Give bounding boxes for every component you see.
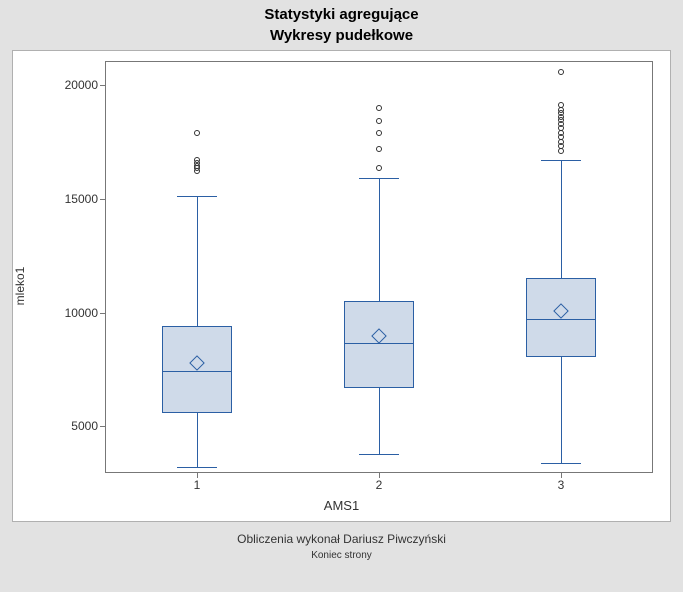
outlier-point — [376, 146, 382, 152]
xtick-label: 2 — [376, 478, 383, 492]
whisker-line — [379, 178, 380, 301]
ytick-label: 10000 — [65, 306, 98, 320]
whisker-cap — [359, 178, 399, 179]
box — [344, 301, 413, 388]
ytick-mark — [100, 85, 106, 86]
whisker-line — [561, 160, 562, 278]
outlier-point — [194, 157, 200, 163]
outlier-point — [558, 69, 564, 75]
whisker-cap — [177, 196, 217, 197]
ytick-mark — [100, 426, 106, 427]
ytick-mark — [100, 199, 106, 200]
median-line — [526, 319, 595, 320]
whisker-line — [561, 357, 562, 463]
whisker-cap — [359, 454, 399, 455]
whisker-cap — [541, 463, 581, 464]
outlier-point — [376, 130, 382, 136]
chart-title-2: Wykresy pudełkowe — [0, 27, 683, 44]
outlier-point — [376, 105, 382, 111]
whisker-cap — [541, 160, 581, 161]
footer-small-text: Koniec strony — [0, 550, 683, 561]
whisker-line — [197, 196, 198, 326]
whisker-line — [379, 388, 380, 454]
chart-container: mleko1 AMS1 5000100001500020000123 — [12, 50, 671, 522]
xtick-label: 3 — [558, 478, 565, 492]
plot-area: 5000100001500020000123 — [105, 61, 653, 473]
xtick-label: 1 — [194, 478, 201, 492]
whisker-line — [197, 413, 198, 468]
outlier-point — [376, 165, 382, 171]
ytick-label: 5000 — [71, 419, 98, 433]
outlier-point — [194, 130, 200, 136]
x-axis-label: AMS1 — [324, 498, 359, 513]
whisker-cap — [177, 467, 217, 468]
ytick-label: 15000 — [65, 192, 98, 206]
y-axis-label: mleko1 — [13, 267, 27, 306]
chart-title-1: Statystyki agregujące — [0, 6, 683, 23]
outlier-point — [558, 102, 564, 108]
ytick-mark — [100, 313, 106, 314]
ytick-label: 20000 — [65, 78, 98, 92]
outlier-point — [376, 118, 382, 124]
footer-text: Obliczenia wykonał Dariusz Piwczyński — [0, 532, 683, 546]
